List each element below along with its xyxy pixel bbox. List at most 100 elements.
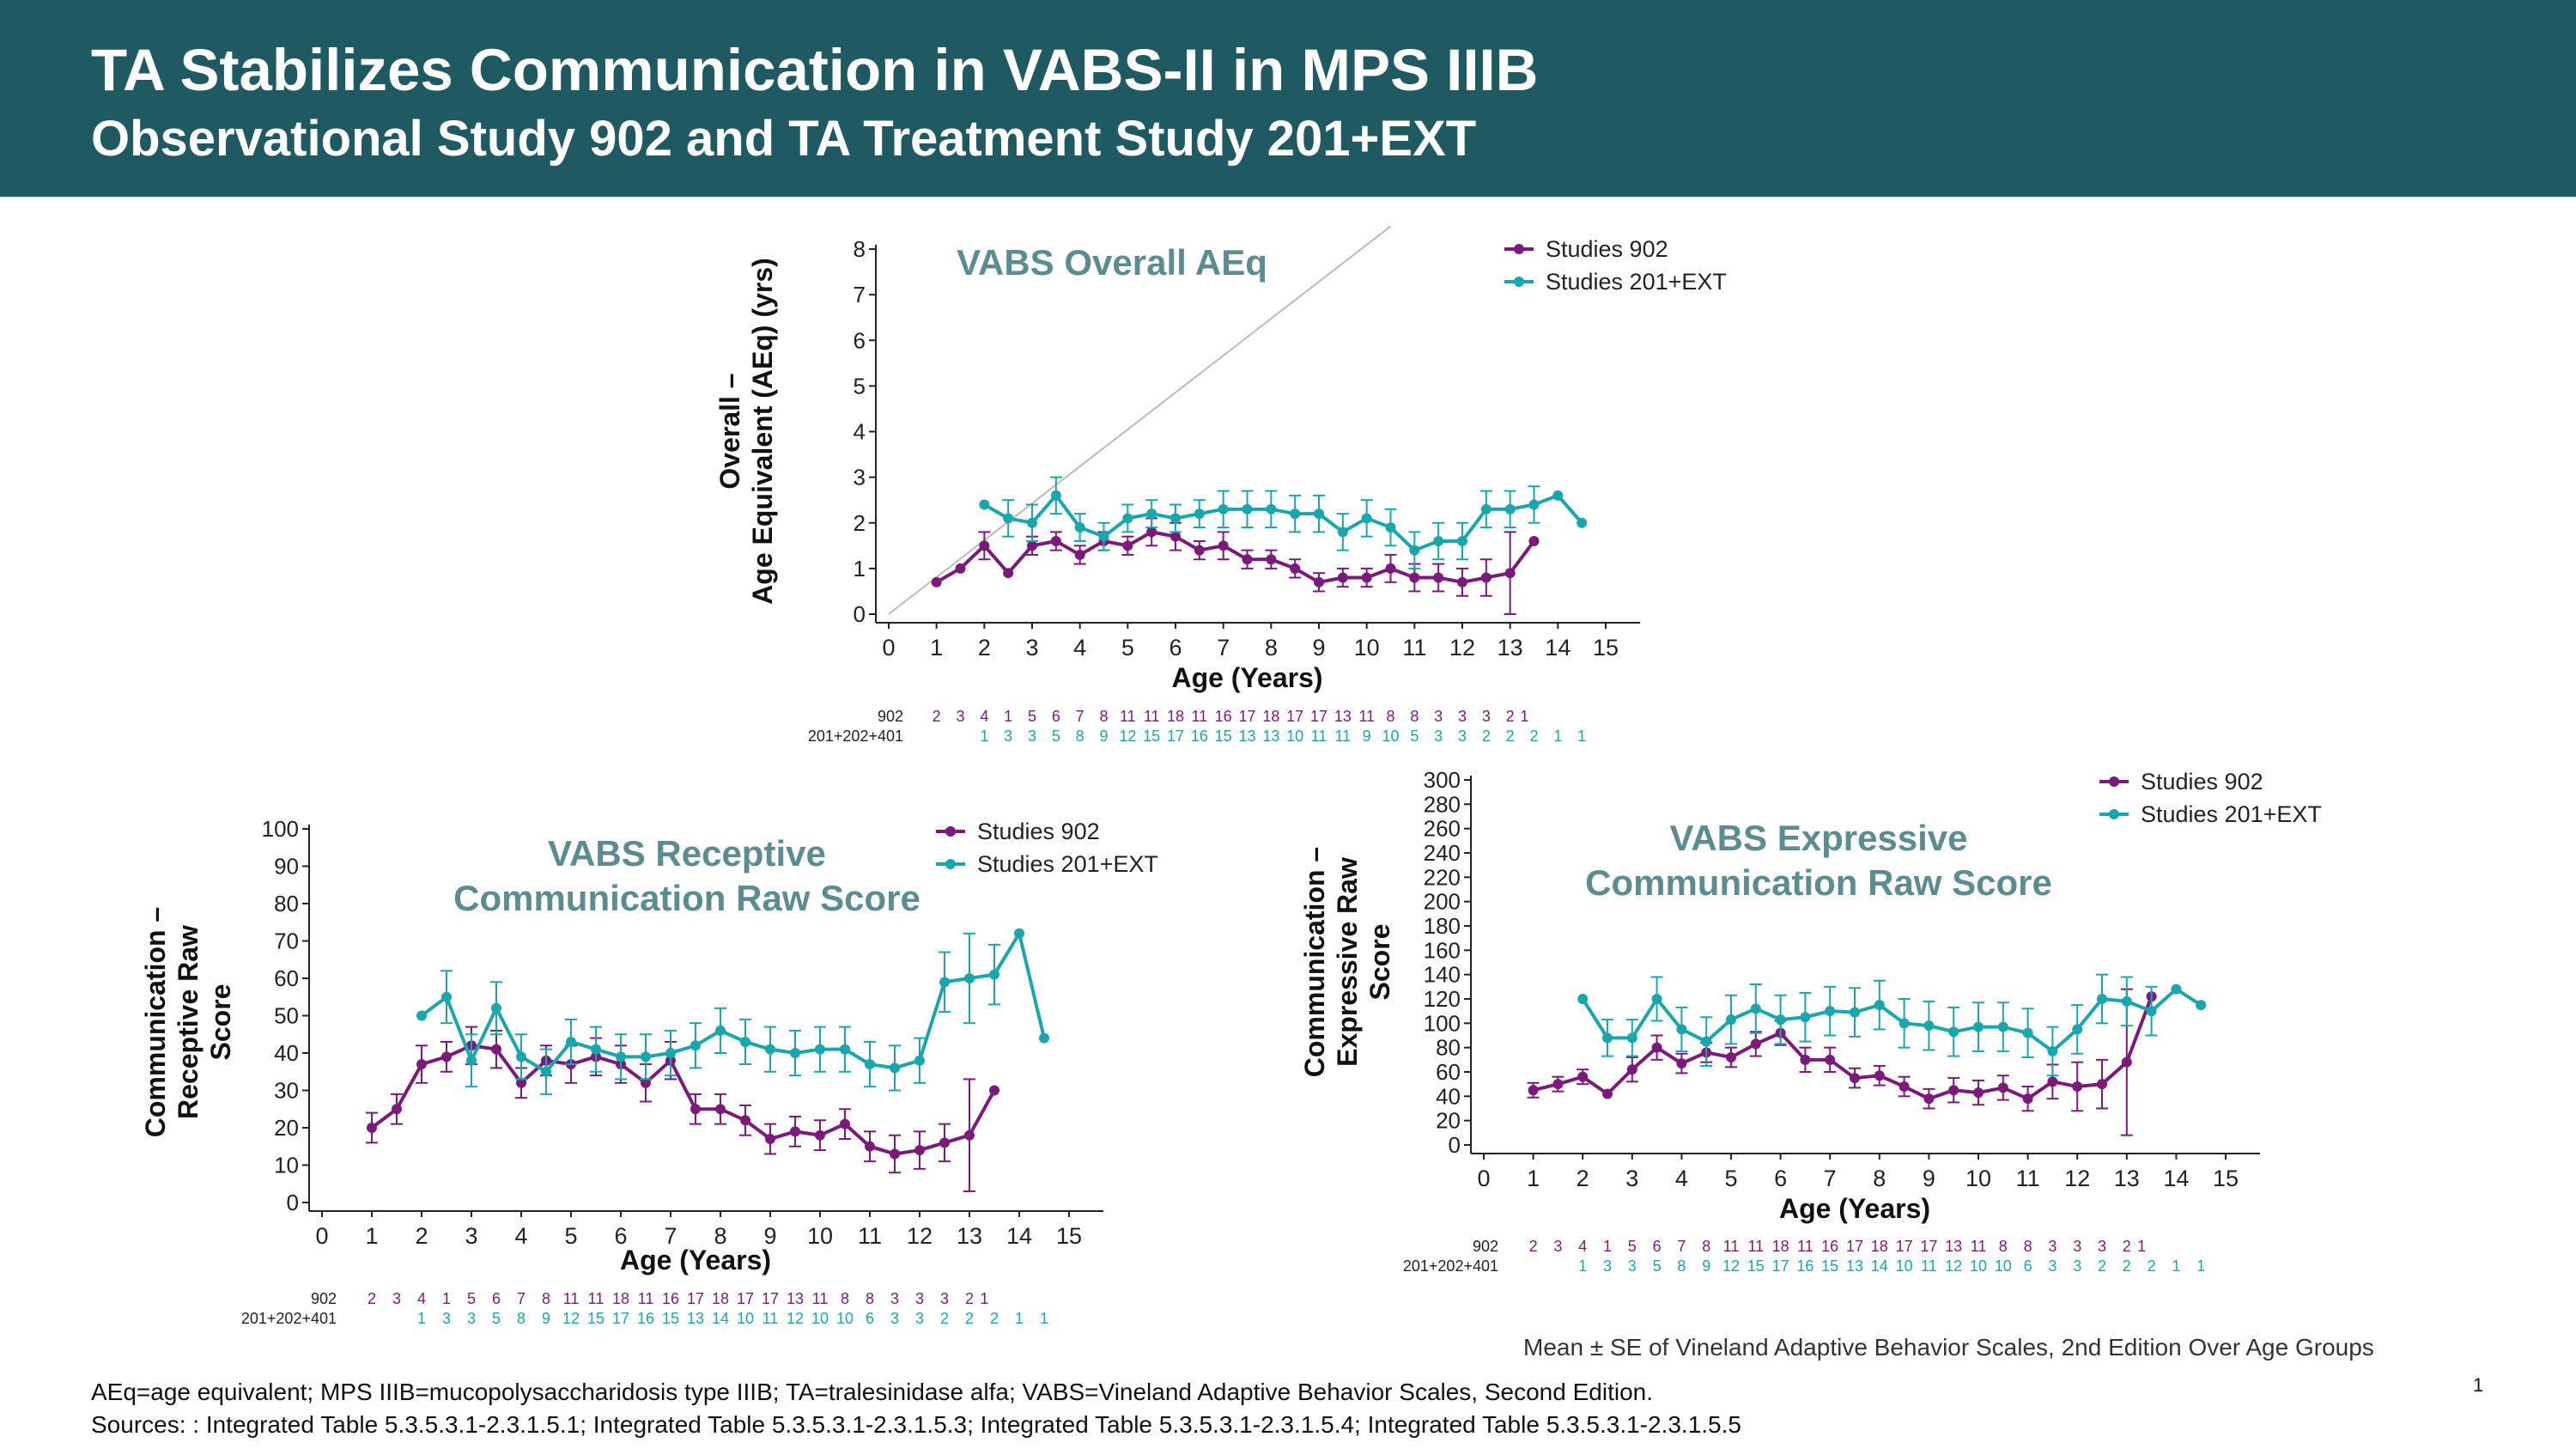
expressive-data-point: [1899, 1018, 1910, 1029]
overall-data-point: [1003, 513, 1014, 524]
receptive-n-count: 3: [890, 1290, 899, 1307]
receptive-n-count: 11: [588, 1290, 605, 1307]
overall-y-tick-label: 2: [854, 510, 866, 536]
overall-data-point: [1480, 572, 1492, 583]
expressive-data-point: [1552, 1079, 1564, 1090]
receptive-n-count: 17: [612, 1310, 629, 1327]
receptive-data-point: [964, 973, 975, 983]
overall-n-count: 12: [1119, 728, 1136, 745]
overall-data-point: [1003, 568, 1014, 579]
expressive-data-point: [1577, 1071, 1589, 1082]
receptive-x-tick-label: 8: [714, 1223, 726, 1249]
overall-data-point: [1552, 490, 1564, 501]
overall-y-tick-label: 3: [854, 465, 866, 490]
receptive-legend: Studies 902 Studies 201+EXT: [936, 819, 1158, 877]
overall-x-tick-label: 10: [1354, 635, 1380, 661]
overall-data-point: [1146, 508, 1157, 520]
expressive-x-tick-label: 14: [2163, 1166, 2189, 1191]
overall-data-point: [1098, 531, 1109, 542]
expressive-n-count: 3: [2073, 1238, 2081, 1255]
expressive-data-point: [1825, 1006, 1836, 1017]
expressive-n-count: 1: [2196, 1257, 2205, 1275]
overall-n-count: 16: [1215, 708, 1232, 725]
overall-x-tick-label: 13: [1498, 635, 1523, 661]
overall-n-count: 1: [980, 728, 988, 745]
overall-y-ticks: 0 1 2 3 4 5 6 7 8: [854, 236, 876, 627]
expressive-data-point: [1528, 1085, 1539, 1096]
receptive-data-point: [416, 1059, 427, 1070]
receptive-n-count: 13: [687, 1310, 704, 1327]
expressive-data-point: [1626, 1032, 1637, 1044]
expressive-n-count: 3: [1603, 1257, 1612, 1275]
expressive-n-count: 2: [2123, 1257, 2131, 1275]
expressive-n-count: 16: [1796, 1257, 1814, 1275]
expressive-x-tick-label: 10: [1965, 1166, 1991, 1191]
expressive-n-count: 9: [1702, 1257, 1710, 1275]
expressive-x-tick-label: 2: [1577, 1166, 1589, 1191]
receptive-n-count: 5: [467, 1290, 476, 1307]
mean-se-note: Mean ± SE of Vineland Adaptive Behavior …: [1523, 1334, 2374, 1361]
overall-data-point: [1409, 572, 1420, 583]
expressive-data-point: [1874, 1000, 1885, 1011]
expressive-n-count: 11: [1797, 1238, 1814, 1255]
overall-n-count: 2: [1529, 728, 1538, 745]
overall-data-point: [955, 563, 966, 574]
overall-n-count: 3: [1458, 728, 1467, 745]
expressive-n-count: 1: [1578, 1257, 1587, 1275]
overall-x-tick-label: 8: [1265, 635, 1278, 661]
receptive-data-point: [690, 1040, 701, 1051]
expressive-n-count: 7: [1677, 1238, 1686, 1255]
expressive-y-tick-label: 120: [1424, 986, 1461, 1012]
receptive-n-count: 16: [637, 1310, 654, 1327]
expressive-y-axis-label-line: Expressive Raw: [1332, 857, 1363, 1067]
receptive-data-point: [890, 1148, 900, 1160]
expressive-n-count: 10: [1970, 1257, 1987, 1275]
receptive-legend-label: Studies 201+EXT: [977, 851, 1158, 877]
overall-data-point: [1480, 503, 1492, 514]
overall-identity-line: [888, 225, 1392, 615]
receptive-n-count: 11: [638, 1290, 654, 1307]
overall-n-count: 1: [1553, 728, 1562, 745]
expressive-n-count: 4: [1578, 1238, 1587, 1255]
overall-n-count: 11: [1120, 708, 1136, 725]
receptive-data-point: [865, 1059, 875, 1070]
receptive-n-count: 9: [542, 1310, 550, 1327]
overall-data-point: [1242, 554, 1253, 565]
overall-n-row-label: 902: [878, 708, 903, 725]
expressive-n-count: 1: [1603, 1238, 1612, 1255]
receptive-data-point: [765, 1134, 775, 1145]
expressive-n-count: 17: [1772, 1257, 1789, 1275]
expressive-x-tick-label: 5: [1724, 1166, 1737, 1191]
receptive-x-tick-label: 7: [664, 1223, 677, 1249]
overall-data-point: [1194, 508, 1205, 520]
overall-data-point: [1385, 522, 1396, 533]
receptive-n-row-label: 201+202+401: [241, 1310, 337, 1327]
receptive-data-point: [815, 1044, 825, 1055]
overall-n-count: 4: [980, 708, 988, 725]
expressive-x-tick-label: 9: [1923, 1166, 1935, 1191]
overall-n-count: 11: [1191, 708, 1207, 725]
expressive-data-point: [1676, 1024, 1687, 1035]
receptive-y-axis-label-line: Communication –: [140, 907, 171, 1137]
overall-n-count: 3: [956, 708, 964, 725]
overall-n-count: 9: [1099, 728, 1108, 745]
expressive-n-count: 13: [1945, 1238, 1962, 1255]
receptive-data-point: [516, 1077, 526, 1088]
expressive-data-point: [1651, 994, 1662, 1004]
overall-n-count: 3: [1028, 728, 1036, 745]
overall-x-tick-label: 6: [1169, 635, 1182, 661]
expressive-y-tick-label: 60: [1436, 1059, 1461, 1085]
receptive-data-point: [1014, 928, 1024, 939]
overall-n-count: 16: [1191, 728, 1208, 745]
overall-n-count: 9: [1363, 728, 1371, 745]
expressive-n-count: 2: [2098, 1257, 2106, 1275]
receptive-x-tick-label: 6: [614, 1223, 627, 1249]
receptive-n-count: 15: [662, 1310, 679, 1327]
expressive-data-point: [1948, 1026, 1959, 1038]
expressive-data-point: [1923, 1093, 1935, 1105]
overall-x-axis-label: Age (Years): [1171, 662, 1322, 693]
receptive-series-line: [370, 1044, 996, 1156]
expressive-n-table: 902 2 3 4 1 5 6 7 8 11 11 18 11 16 17 18 17 17 13 11 8 8 3 3 3 22…: [1403, 1238, 2205, 1275]
expressive-n-count: 18: [1871, 1238, 1888, 1255]
